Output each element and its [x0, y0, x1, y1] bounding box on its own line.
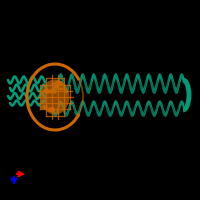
Ellipse shape [49, 89, 56, 94]
Ellipse shape [44, 89, 50, 94]
Ellipse shape [43, 89, 49, 93]
Ellipse shape [41, 105, 48, 110]
Ellipse shape [47, 107, 55, 112]
Ellipse shape [54, 81, 63, 87]
Ellipse shape [59, 87, 64, 91]
Ellipse shape [54, 86, 59, 89]
Ellipse shape [41, 79, 69, 115]
